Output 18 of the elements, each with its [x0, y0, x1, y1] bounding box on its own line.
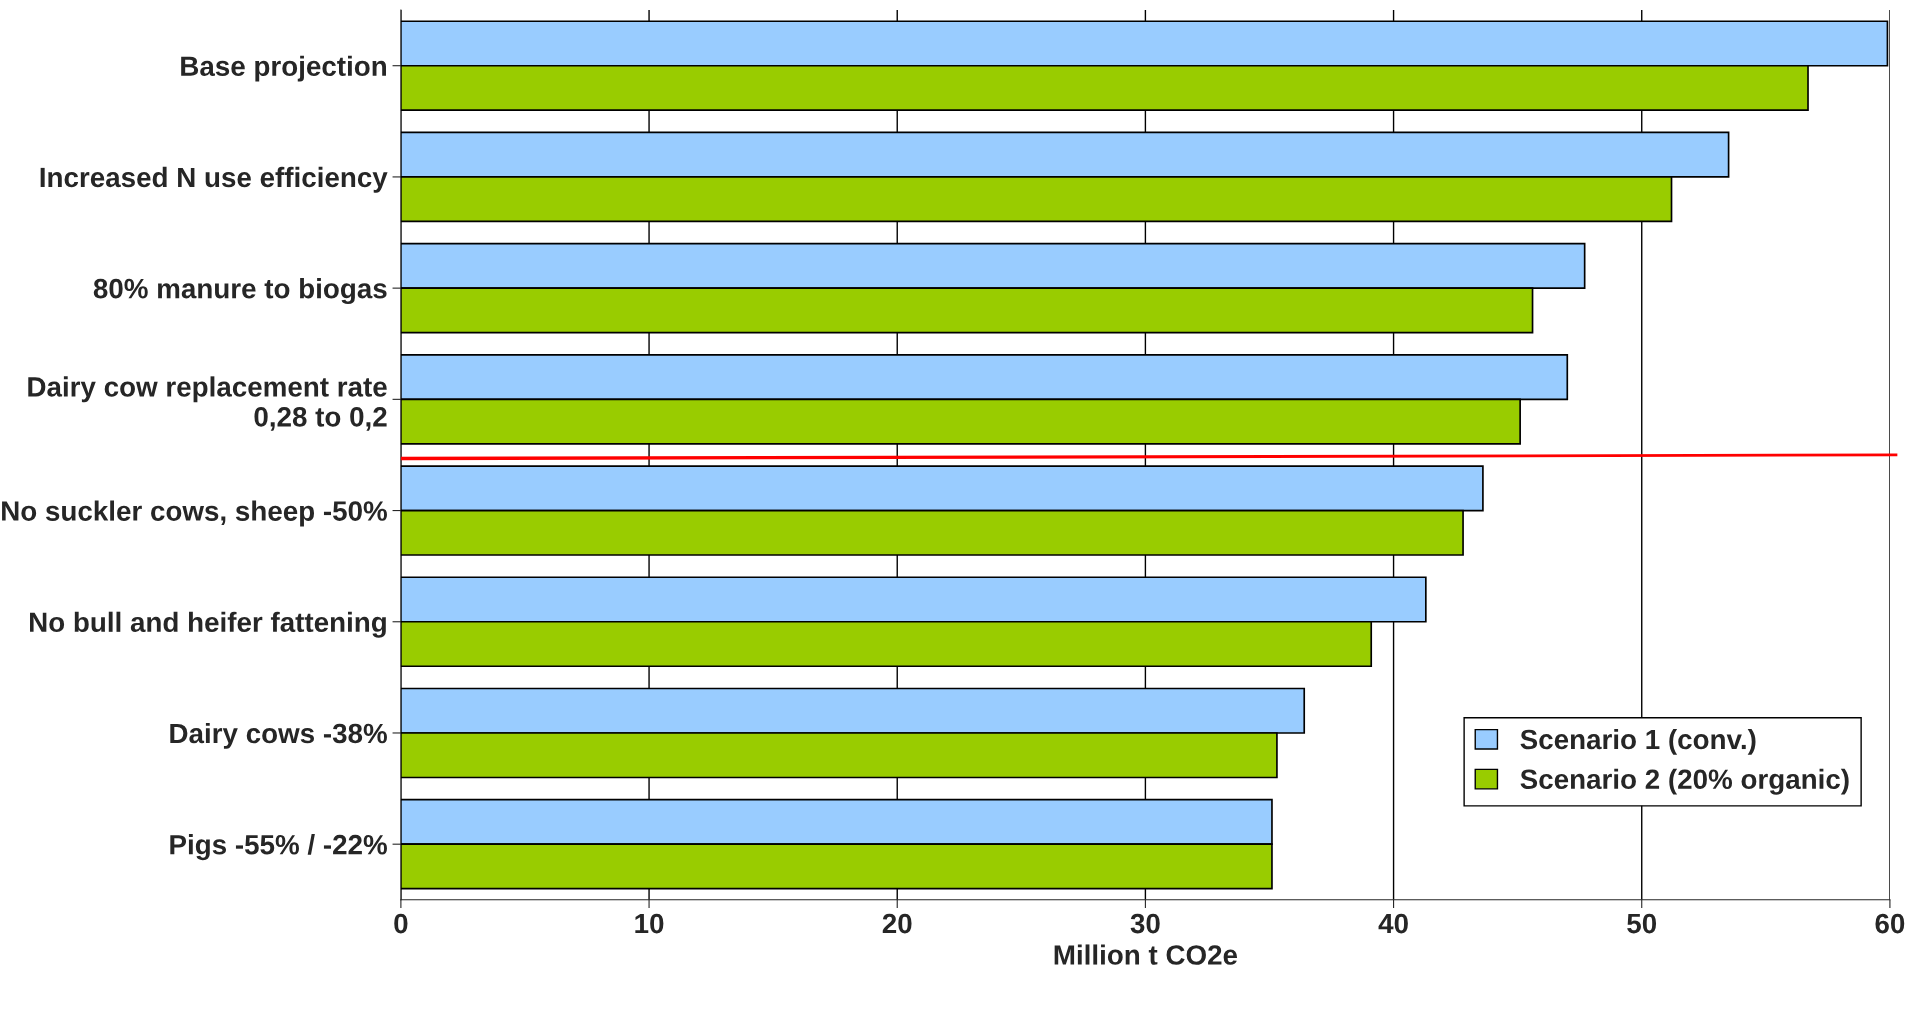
- x-tick-label: 20: [882, 913, 912, 934]
- x-tick-label: 60: [1875, 913, 1905, 934]
- y-tick-label: Increased N use efficiency: [40, 166, 388, 193]
- y-tick-label: Base projection: [181, 55, 386, 82]
- y-tick-label: Dairy cows -38%: [170, 722, 387, 749]
- y-tick-label: Pigs -55% / -22%: [170, 834, 387, 861]
- y-tick-label: No suckler cows, sheep -50%: [2, 500, 387, 527]
- x-axis-title: Million t CO2e: [1054, 944, 1238, 965]
- y-tick-label: Dairy cow replacement rate 0,28 to 0,2: [28, 376, 387, 431]
- y-tick-label: No bull and heifer fattening: [30, 611, 386, 638]
- x-tick-label: 30: [1130, 913, 1160, 934]
- legend-label: Scenario 2 (20% organic): [1520, 768, 1849, 795]
- legend-label: Scenario 1 (conv.): [1520, 728, 1756, 755]
- x-tick-label: 10: [635, 913, 664, 934]
- x-tick-label: 0: [394, 913, 408, 934]
- x-tick-label: 50: [1627, 913, 1657, 934]
- x-tick-label: 40: [1378, 913, 1408, 934]
- y-tick-label: 80% manure to biogas: [93, 278, 387, 305]
